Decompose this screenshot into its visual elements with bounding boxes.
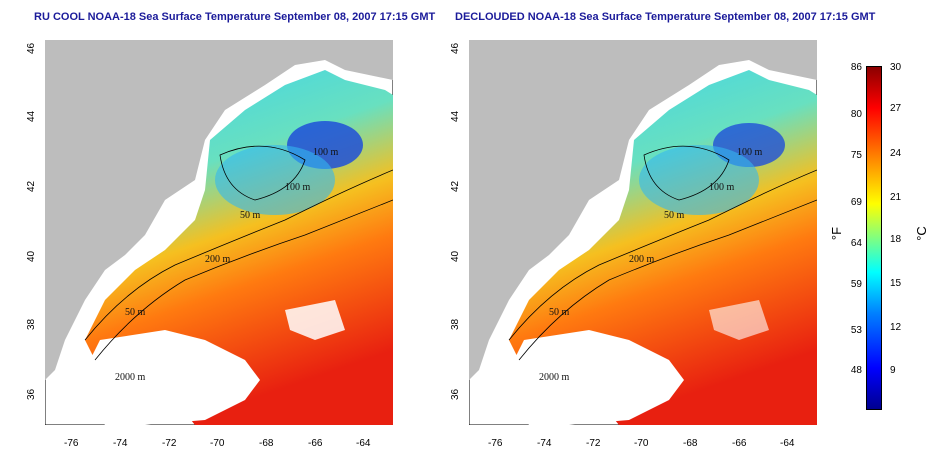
celsius-unit-label: °C — [913, 226, 929, 241]
contour-label: 2000 m — [539, 372, 570, 383]
lon-tick: -68 — [683, 438, 698, 449]
lat-tick: 40 — [26, 250, 37, 262]
colorbar-fahrenheit-tick: 59 — [850, 279, 862, 290]
contour-label: 200 m — [629, 254, 655, 265]
lat-tick: 38 — [26, 318, 37, 330]
lat-tick: 44 — [450, 110, 461, 122]
contour-label: 50 m — [240, 210, 261, 221]
colorbar-celsius-tick: 18 — [890, 234, 902, 245]
land-mass — [469, 40, 817, 380]
lon-tick: -76 — [64, 438, 79, 449]
left-panel-title: RU COOL NOAA-18 Sea Surface Temperature … — [34, 11, 436, 23]
fahrenheit-unit-label: °F — [829, 226, 845, 241]
lat-tick: 46 — [450, 42, 461, 54]
colorbar-celsius-tick: 21 — [890, 192, 902, 203]
contour-label: 100 m — [737, 147, 763, 158]
left-sst-map: 100 m 200 m 50 m 2000 m 50 m 100 m — [45, 40, 393, 425]
colorbar-celsius-tick: 24 — [890, 148, 902, 159]
lon-tick: -74 — [537, 438, 552, 449]
lat-tick: 42 — [26, 180, 37, 192]
colorbar-celsius-tick: 12 — [890, 322, 902, 333]
contour-label: 100 m — [313, 147, 339, 158]
contour-label: 100 m — [709, 182, 735, 193]
lon-tick: -74 — [113, 438, 128, 449]
right-sst-map: 100 m 200 m 50 m 2000 m 50 m 100 m — [469, 40, 817, 425]
cloud-gaps — [75, 330, 260, 425]
contour-label: 50 m — [549, 307, 570, 318]
lat-tick: 36 — [26, 388, 37, 400]
lat-tick: 46 — [26, 42, 37, 54]
temperature-colorbar — [866, 66, 882, 410]
land-mass — [45, 40, 393, 380]
right-panel-title: DECLOUDED NOAA-18 Sea Surface Temperatur… — [455, 11, 876, 23]
lon-tick: -68 — [259, 438, 274, 449]
contour-label: 50 m — [664, 210, 685, 221]
colorbar-fahrenheit-tick: 53 — [850, 325, 862, 336]
colorbar-fahrenheit-tick: 75 — [850, 150, 862, 161]
lat-tick: 42 — [450, 180, 461, 192]
colorbar-celsius-tick: 30 — [890, 62, 902, 73]
lat-tick: 44 — [26, 110, 37, 122]
lon-tick: -64 — [356, 438, 371, 449]
lat-tick: 40 — [450, 250, 461, 262]
lat-tick: 36 — [450, 388, 461, 400]
contour-label: 100 m — [285, 182, 311, 193]
contour-label: 2000 m — [115, 372, 146, 383]
lat-tick: 38 — [450, 318, 461, 330]
lon-tick: -66 — [308, 438, 323, 449]
colorbar-fahrenheit-tick: 86 — [850, 62, 862, 73]
colorbar-celsius-tick: 9 — [890, 365, 896, 376]
lon-tick: -76 — [488, 438, 503, 449]
lon-tick: -66 — [732, 438, 747, 449]
lon-tick: -70 — [634, 438, 649, 449]
colorbar-fahrenheit-tick: 80 — [850, 109, 862, 120]
colorbar-celsius-tick: 15 — [890, 278, 902, 289]
colorbar-fahrenheit-tick: 48 — [850, 365, 862, 376]
colorbar-celsius-tick: 27 — [890, 103, 902, 114]
contour-label: 50 m — [125, 307, 146, 318]
lon-tick: -64 — [780, 438, 795, 449]
colorbar-fahrenheit-tick: 69 — [850, 197, 862, 208]
cloud-gaps — [499, 330, 684, 425]
lon-tick: -72 — [586, 438, 601, 449]
contour-label: 200 m — [205, 254, 231, 265]
lon-tick: -72 — [162, 438, 177, 449]
colorbar-fahrenheit-tick: 64 — [850, 238, 862, 249]
lon-tick: -70 — [210, 438, 225, 449]
